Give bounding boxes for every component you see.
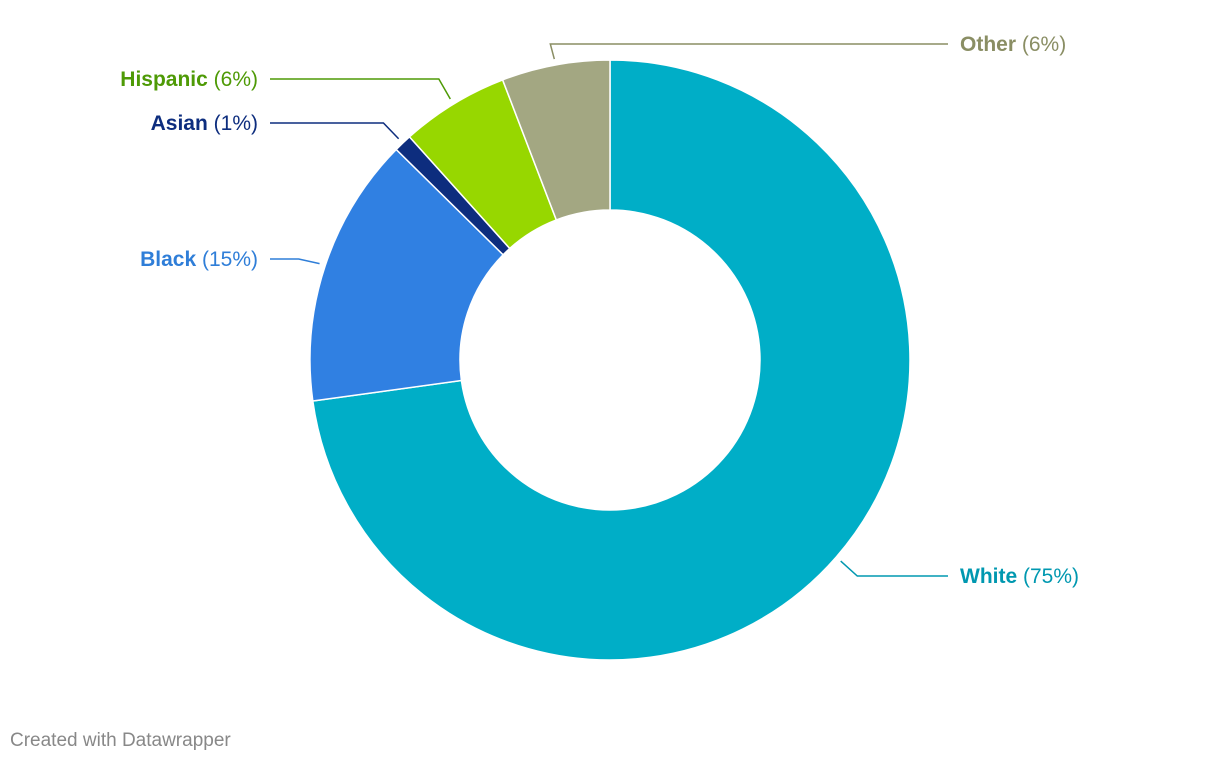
label-name-other: Other xyxy=(960,33,1016,56)
datawrapper-credit: Created with Datawrapper xyxy=(10,730,231,751)
leader-line-hispanic xyxy=(270,78,451,100)
leader-line-other xyxy=(549,43,948,60)
label-name-black: Black xyxy=(140,248,196,271)
leader-lines-group xyxy=(270,43,948,577)
leader-line-black xyxy=(270,258,320,265)
label-asian: Asian (1%) xyxy=(151,112,258,135)
slice-black xyxy=(309,148,505,402)
label-name-hispanic: Hispanic xyxy=(120,68,208,91)
slice-other xyxy=(501,59,611,221)
slice-white xyxy=(311,59,911,661)
label-black: Black (15%) xyxy=(140,248,258,271)
label-percent-white: (75%) xyxy=(1017,565,1079,588)
label-percent-other: (6%) xyxy=(1016,33,1066,56)
labels-group: White (75%)Black (15%)Asian (1%)Hispanic… xyxy=(120,33,1079,588)
slices-group xyxy=(309,59,911,661)
leader-line-asian xyxy=(270,122,400,140)
label-name-asian: Asian xyxy=(151,112,208,135)
label-name-white: White xyxy=(960,565,1017,588)
leader-line-white xyxy=(840,560,948,577)
label-hispanic: Hispanic (6%) xyxy=(120,68,258,91)
label-white: White (75%) xyxy=(960,565,1079,588)
label-other: Other (6%) xyxy=(960,33,1066,56)
label-percent-asian: (1%) xyxy=(208,112,258,135)
label-percent-hispanic: (6%) xyxy=(208,68,258,91)
label-percent-black: (15%) xyxy=(196,248,258,271)
